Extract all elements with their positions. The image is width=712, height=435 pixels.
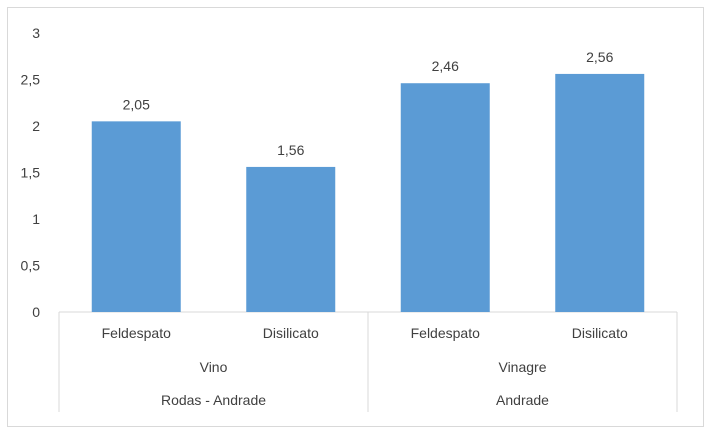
bar	[246, 166, 336, 312]
x-supergroup-label: Andrade	[496, 392, 549, 408]
x-group-label: Vino	[200, 359, 228, 375]
bar	[91, 121, 181, 312]
x-group-label: Vinagre	[498, 359, 546, 375]
x-category-label: Feldespato	[102, 325, 171, 341]
data-label: 2,56	[586, 49, 613, 65]
y-tick-label: 1	[32, 211, 40, 227]
x-category-label: Disilicato	[263, 325, 319, 341]
data-label: 2,46	[432, 58, 459, 74]
data-label: 1,56	[277, 142, 304, 158]
x-supergroup-label: Rodas - Andrade	[161, 392, 266, 408]
y-tick-label: 0,5	[21, 258, 41, 274]
y-tick-label: 3	[32, 25, 40, 41]
y-tick-label: 2,5	[21, 72, 41, 88]
data-label: 2,05	[123, 96, 150, 112]
y-tick-label: 2	[32, 118, 40, 134]
x-category-label: Feldespato	[411, 325, 480, 341]
x-category-label: Disilicato	[572, 325, 628, 341]
y-tick-label: 1,5	[21, 165, 41, 181]
bar	[400, 83, 490, 312]
bar	[555, 73, 645, 312]
y-tick-label: 0	[32, 304, 40, 320]
